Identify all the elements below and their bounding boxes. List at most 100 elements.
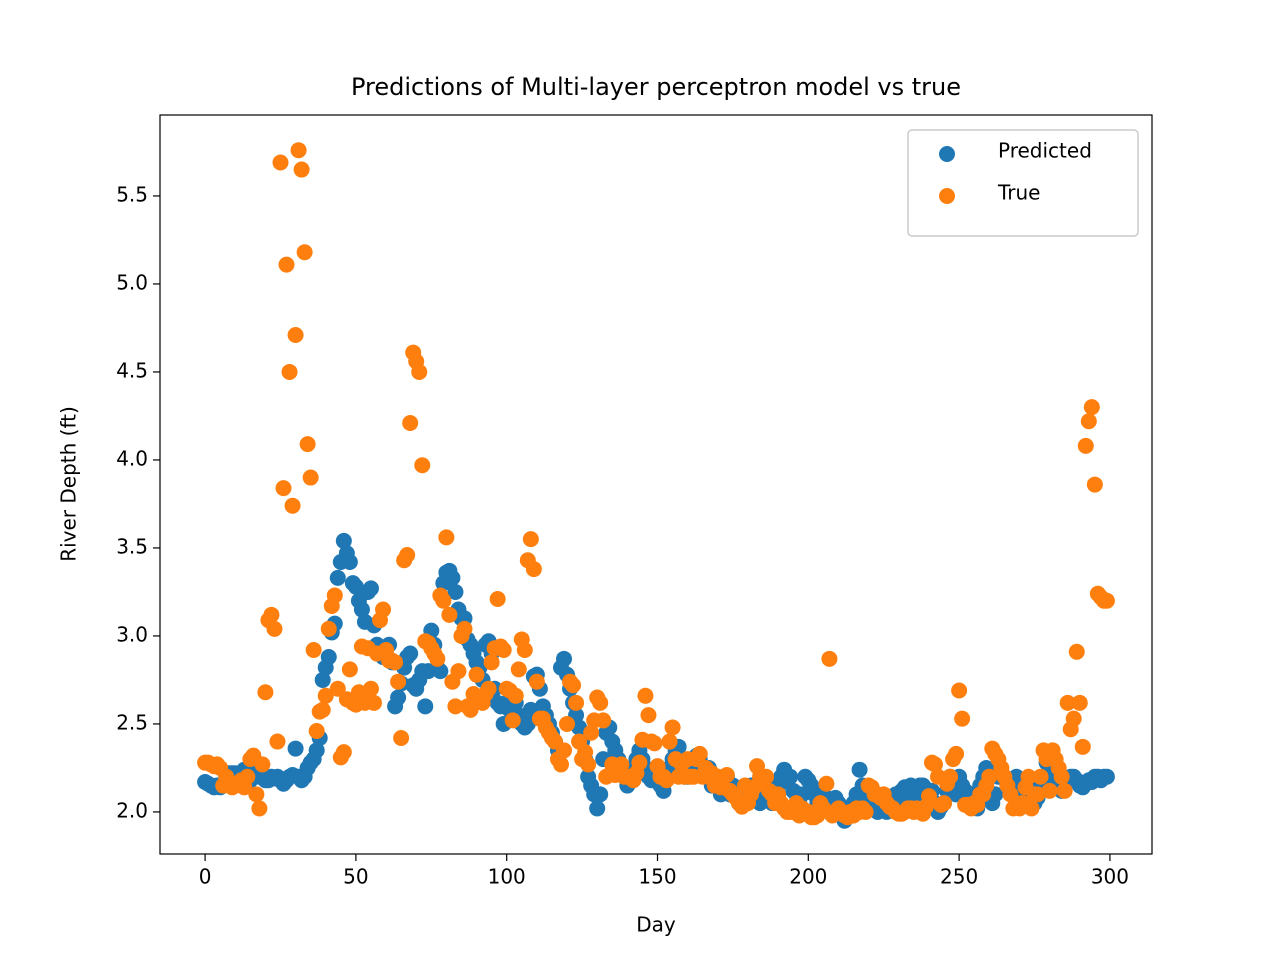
scatter-point	[414, 457, 431, 474]
scatter-point	[1077, 437, 1094, 454]
scatter-point	[257, 684, 274, 701]
x-tick-label: 250	[940, 865, 978, 889]
scatter-point	[936, 795, 953, 812]
scatter-point	[613, 756, 630, 773]
scatter-point	[275, 480, 292, 497]
scatter-point	[568, 694, 585, 711]
scatter-point	[462, 701, 479, 718]
scatter-point	[456, 620, 473, 637]
scatter-point	[362, 680, 379, 697]
scatter-point	[272, 154, 289, 171]
scatter-point	[954, 710, 971, 727]
x-tick-label: 150	[638, 865, 676, 889]
scatter-point	[504, 712, 521, 729]
scatter-point	[393, 730, 410, 747]
y-tick-label: 5.0	[116, 270, 148, 294]
scatter-point	[525, 561, 542, 578]
y-axis-label: River Depth (ft)	[57, 406, 81, 562]
scatter-point	[263, 606, 280, 623]
scatter-point	[758, 768, 775, 785]
scatter-point	[441, 606, 458, 623]
scatter-point	[365, 694, 382, 711]
scatter-point	[1023, 800, 1040, 817]
y-tick-label: 3.0	[116, 622, 148, 646]
scatter-point	[571, 719, 588, 736]
scatter-point	[362, 580, 379, 597]
scatter-point	[1056, 782, 1073, 799]
scatter-point	[556, 742, 573, 759]
scatter-point	[402, 414, 419, 431]
scatter-point	[516, 642, 533, 659]
scatter-point	[631, 754, 648, 771]
scatter-point	[438, 529, 455, 546]
legend-label: Predicted	[998, 139, 1092, 163]
scatter-point	[495, 642, 512, 659]
scatter-point	[1059, 694, 1076, 711]
scatter-point	[1098, 768, 1115, 785]
scatter-point	[948, 745, 965, 762]
scatter-point	[782, 768, 799, 785]
scatter-point	[592, 694, 609, 711]
scatter-point	[510, 661, 527, 678]
scatter-point	[592, 786, 609, 803]
y-tick-label: 5.5	[116, 182, 148, 206]
scatter-point	[507, 687, 524, 704]
scatter-point	[1086, 476, 1103, 493]
scatter-point	[248, 786, 265, 803]
scatter-point	[664, 719, 681, 736]
scatter-point	[387, 654, 404, 671]
scatter-point	[583, 724, 600, 741]
scatter-point	[661, 733, 678, 750]
scatter-point	[347, 578, 364, 595]
scatter-point	[640, 707, 657, 724]
scatter-point	[390, 673, 407, 690]
scatter-point	[1041, 782, 1058, 799]
scatter-point	[335, 532, 352, 549]
scatter-point	[851, 761, 868, 778]
scatter-point	[287, 326, 304, 343]
scatter-point	[718, 766, 735, 783]
scatter-point	[353, 601, 370, 618]
scatter-point	[468, 666, 485, 683]
scatter-point	[926, 756, 943, 773]
scatter-point	[341, 661, 358, 678]
scatter-point	[281, 363, 298, 380]
legend-marker	[939, 188, 955, 204]
scatter-point	[317, 687, 334, 704]
scatter-point	[314, 701, 331, 718]
x-tick-label: 200	[789, 865, 827, 889]
scatter-point	[254, 756, 271, 773]
scatter-point	[1053, 768, 1070, 785]
scatter-point	[646, 735, 663, 752]
y-tick-label: 4.0	[116, 446, 148, 470]
scatter-point	[1098, 592, 1115, 609]
scatter-point	[450, 663, 467, 680]
scatter-point	[1071, 694, 1088, 711]
scatter-point	[1032, 768, 1049, 785]
plot-frame	[159, 114, 1153, 855]
scatter-point	[1065, 710, 1082, 727]
scatter-point	[595, 712, 612, 729]
y-tick-label: 2.5	[116, 710, 148, 734]
y-tick-label: 3.5	[116, 534, 148, 558]
scatter-point	[818, 775, 835, 792]
scatter-point	[287, 740, 304, 757]
scatter-point	[296, 244, 313, 261]
x-axis-label: Day	[636, 913, 676, 937]
scatter-point	[320, 620, 337, 637]
x-tick-label: 0	[199, 865, 212, 889]
scatter-point	[580, 756, 597, 773]
legend-label: True	[997, 181, 1040, 205]
scatter-point	[326, 587, 343, 604]
scatter-point	[519, 715, 536, 732]
scatter-point	[1020, 768, 1037, 785]
legend-box	[907, 129, 1139, 237]
scatter-point	[293, 161, 310, 178]
scatter-point	[435, 592, 452, 609]
scatter-point	[239, 768, 256, 785]
scatter-point	[920, 788, 937, 805]
scatter-point	[308, 742, 325, 759]
scatter-point	[375, 601, 392, 618]
scatter-point	[589, 800, 606, 817]
